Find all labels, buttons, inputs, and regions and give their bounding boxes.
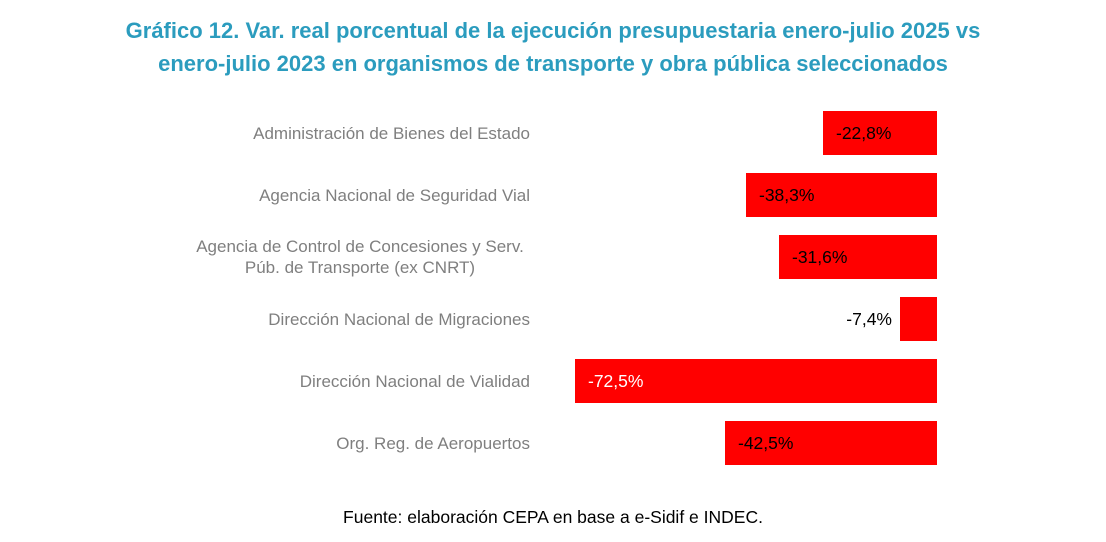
value-label: -38,3%	[759, 185, 815, 205]
chart-title-line-1: Gráfico 12. Var. real porcentual de la e…	[125, 18, 981, 43]
category-label: Dirección Nacional de Migraciones	[268, 309, 530, 329]
category-cell: Org. Reg. de Aeropuertos	[0, 433, 530, 454]
category-cell: Dirección Nacional de Migraciones	[0, 309, 530, 330]
category-cell: Agencia de Control de Concesiones y Serv…	[0, 236, 530, 278]
chart-row: Org. Reg. de Aeropuertos -42,5%	[0, 421, 1106, 465]
value-label: -31,6%	[792, 247, 848, 267]
chart-row: Agencia de Control de Concesiones y Serv…	[0, 235, 1106, 279]
bar	[725, 421, 937, 465]
bar-area: -22,8%	[575, 111, 937, 155]
chart-title-line-2: enero-julio 2023 en organismos de transp…	[158, 51, 948, 76]
chart-row: Dirección Nacional de Vialidad -72,5%	[0, 359, 1106, 403]
chart-rows: Administración de Bienes del Estado -22,8…	[0, 111, 1106, 465]
value-label: -72,5%	[588, 371, 644, 391]
value-label: -7,4%	[846, 309, 892, 329]
chart-row: Administración de Bienes del Estado -22,8…	[0, 111, 1106, 155]
bar-area: -38,3%	[575, 173, 937, 217]
value-label: -42,5%	[738, 433, 794, 453]
bar-area: -72,5%	[575, 359, 937, 403]
chart-row: Agencia Nacional de Seguridad Vial -38,3%	[0, 173, 1106, 217]
chart-row: Dirección Nacional de Migraciones -7,4%	[0, 297, 1106, 341]
bar	[900, 297, 937, 341]
bar-area: -42,5%	[575, 421, 937, 465]
bar	[823, 111, 937, 155]
bar	[575, 359, 937, 403]
category-label: Administración de Bienes del Estado	[253, 123, 530, 143]
category-cell: Dirección Nacional de Vialidad	[0, 371, 530, 392]
category-cell: Agencia Nacional de Seguridad Vial	[0, 185, 530, 206]
bar-area: -31,6%	[575, 235, 937, 279]
value-label: -22,8%	[836, 123, 892, 143]
category-label: Org. Reg. de Aeropuertos	[336, 433, 530, 453]
bar	[746, 173, 937, 217]
chart-title: Gráfico 12. Var. real porcentual de la e…	[0, 14, 1106, 80]
category-label: Agencia de Control de Concesiones y Serv…	[196, 237, 524, 277]
source-note: Fuente: elaboración CEPA en base a e-Sid…	[343, 507, 763, 527]
bar-area: -7,4%	[575, 297, 937, 341]
category-label: Dirección Nacional de Vialidad	[299, 371, 530, 391]
category-cell: Administración de Bienes del Estado	[0, 123, 530, 144]
category-label: Agencia Nacional de Seguridad Vial	[259, 185, 530, 205]
bar	[779, 235, 937, 279]
